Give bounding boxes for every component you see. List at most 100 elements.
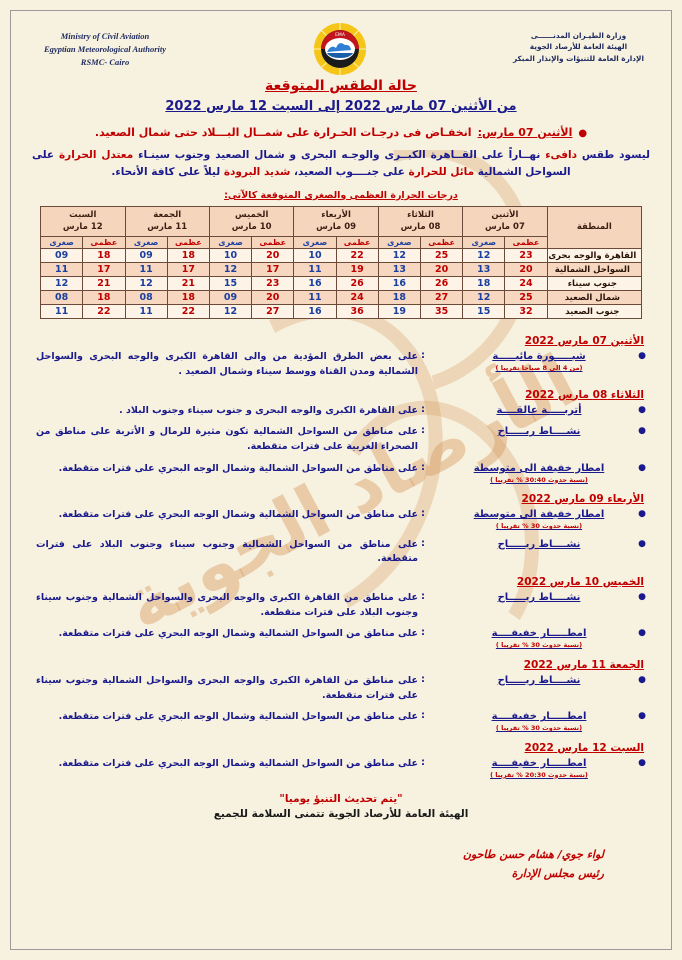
table-cell-max-d2: 22 — [335, 248, 379, 264]
forecast-phenomenon-row: ● شبـــــورة مائيـــــة (من 4 الى 8 صباحا … — [32, 350, 650, 379]
table-header-region: المنطقة — [546, 205, 643, 250]
table-cell-min-d2: 11 — [293, 290, 337, 306]
phenomenon-separator: : — [421, 508, 425, 520]
table-header-day-1: الثلاثاء 08 مارس — [377, 205, 464, 238]
table-header-days: المنطقة الأثنين 07 مارس الثلاثاء 08 مارس الأر… — [40, 205, 643, 250]
table-header-max-0: عظمى — [504, 236, 548, 250]
table-header-max-5: عظمى — [82, 236, 126, 250]
table-cell-max-d5: 17 — [82, 262, 126, 278]
org-ar-line-1: وزارة الطيـران المدنــــــى — [530, 31, 627, 40]
phenomenon-separator: : — [421, 756, 425, 768]
day-date: 11 مارس — [147, 222, 188, 233]
svg-text:EMA: EMA — [335, 32, 346, 38]
forecast-phenomenon-row: ● امطـــــار خفيفــــة (نسبة حدوث 20:30 % … — [32, 757, 650, 779]
table-cell-max-d1: 35 — [419, 304, 464, 320]
footer-organization: الهيئة العامة للأرصاد الجوية تتمنى السلا… — [213, 808, 469, 821]
table-cell-max-d4: 22 — [166, 304, 210, 320]
day-name: الخميس — [234, 209, 269, 220]
temperature-table: المنطقة الأثنين 07 مارس الثلاثاء 08 مارس الأر… — [39, 205, 643, 320]
table-cell-max-d3: 23 — [251, 276, 295, 292]
table-cell-max-d0: 25 — [504, 290, 548, 306]
page-title: حالة الطقس المتوقعة — [265, 78, 417, 94]
day-name: الأثنين — [491, 209, 519, 220]
phenomenon-label: ● نشــــاط ريـــــاح — [497, 426, 646, 438]
bullet-icon: ● — [578, 128, 588, 139]
table-cell-min-d5: 08 — [39, 290, 84, 306]
table-cell-min-d3: 09 — [208, 290, 253, 306]
table-cell-max-d2: 26 — [335, 276, 379, 292]
day-date: 12 مارس — [62, 222, 103, 233]
table-cell-min-d0: 18 — [462, 276, 506, 292]
phenomenon-label: ● امطـــــار خفيفــــة (نسبة حدوث 30 % تقر… — [428, 710, 650, 732]
intro-hot-2: معتدل الحرارة — [58, 149, 134, 161]
table-cell-min-d5: 11 — [39, 304, 84, 320]
organization-english: Ministry of Civil Aviation Egyptian Mete… — [44, 22, 166, 68]
table-caption: درجات الحرارة العظمى والصغرى المتوقعة كا… — [224, 189, 458, 201]
table-cell-min-d0: 12 — [462, 290, 506, 306]
phenomenon-description: على مناطق من القاهرة الكبرى والوجه البحر… — [36, 674, 418, 701]
day-date: 08 مارس — [400, 222, 441, 233]
bullet-icon: ● — [638, 351, 646, 362]
intro-mid-2: على السواحل الشمالية — [32, 149, 571, 179]
table-cell-max-d2: 36 — [335, 304, 379, 320]
forecast-phenomenon-row: ● امطـــــار خفيفــــة (نسبة حدوث 30 % تقر… — [32, 627, 650, 649]
intro-pre: ليسود طقس — [577, 149, 650, 161]
intro-paragraph: ليسود طقس دافىء نهــاراً على القــاهرة ا… — [32, 147, 650, 182]
table-cell-min-d5: 12 — [39, 276, 84, 292]
table-cell-region: القاهرة والوجه بحرى — [546, 248, 643, 264]
bullet-icon: ● — [638, 462, 646, 473]
table-cell-max-d4: 17 — [166, 262, 210, 278]
footer-update-note: "يتم تحديث التنبؤ يوميا" — [279, 793, 403, 806]
org-en-line-2: Egyptian Meteorological Authority — [44, 43, 166, 54]
forecast-day-block-5: السبت 12 مارس 2022 ● امطـــــار خفيفــــة(… — [32, 742, 650, 779]
phenomenon-separator: : — [421, 425, 425, 437]
table-header-min-4: صغرى — [124, 236, 168, 250]
table-cell-min-d3: 12 — [208, 304, 253, 320]
bullet-icon: ● — [638, 592, 646, 603]
phenomenon-label: ● امطـــــار خفيفــــة (نسبة حدوث 30 % تقر… — [428, 627, 650, 649]
phenomenon-label: ● امطار خفيفة الى متوسطة (نسبة حدوث 30 % ت… — [428, 508, 650, 530]
forecast-phenomenon-row: ● أتربـــــة عالقــــة: على القاهرة الكبرى… — [32, 404, 650, 419]
phenomenon-description: على مناطق من السواحل الشمالية وجنوب سينا… — [36, 538, 418, 565]
forecast-day-heading: الأثنين 07 مارس 2022 — [524, 335, 644, 348]
phenomenon-separator: : — [421, 350, 425, 362]
table-row: السواحل الشمالية 20 13 20 13 19 11 17 12 17 11 17 11 — [39, 262, 643, 278]
org-en-line-3: RSMC- Cairo — [80, 56, 130, 67]
phenomenon-probability-note: (نسبة حدوث 20:30 % تقريبا ) — [490, 770, 588, 779]
table-cell-min-d1: 16 — [377, 276, 421, 292]
forecast-day-heading: الثلاثاء 08 مارس 2022 — [525, 388, 644, 401]
bullet-icon: ● — [638, 674, 646, 685]
forecast-day-block-4: الجمعة 11 مارس 2022 ● نشــــاط ريـــــاح: ع… — [32, 659, 650, 733]
table-cell-min-d4: 11 — [124, 304, 168, 320]
day-name: الثلاثاء — [407, 209, 434, 220]
phenomenon-probability-note: (نسبة حدوث 30:40 % تقريبا ) — [490, 475, 588, 484]
forecast-phenomenon-row: ● امطار خفيفة الى متوسطة (نسبة حدوث 30:40 … — [32, 462, 650, 484]
day-name: السبت — [69, 209, 97, 220]
table-header-max-4: عظمى — [166, 236, 210, 250]
forecast-phenomenon-row: ● نشــــاط ريـــــاح: على مناطق من السواحل… — [32, 538, 650, 567]
table-cell-max-d2: 19 — [335, 262, 379, 278]
phenomenon-description: على مناطق من السواحل الشمالية وشمال الوج… — [58, 757, 418, 769]
table-row: جنوب الصعيد 32 15 35 19 36 16 27 12 22 11 22 11 — [39, 304, 643, 320]
org-ar-line-2: الهيئة العامة للأرصاد الجوية — [529, 42, 628, 52]
table-row: جنوب سيناء 24 18 26 16 26 16 23 15 21 12 21 12 — [39, 276, 643, 292]
forecast-phenomenon-row: ● نشــــاط ريـــــاح: على مناطق من السواحل… — [32, 425, 650, 454]
date-range-subtitle: من الأثنين 07 مارس 2022 إلى السبت 12 مار… — [165, 99, 517, 114]
phenomenon-separator: : — [421, 403, 425, 415]
forecast-day-heading: السبت 12 مارس 2022 — [524, 741, 644, 754]
table-row: القاهرة والوجه بحرى 23 12 25 12 22 10 20 10 18 09 1… — [39, 248, 643, 264]
phenomenon-description: على مناطق من القاهرة الكبرى والوجه البحر… — [36, 592, 418, 618]
phenomenon-description: على مناطق من السواحل الشمالية تكون مثيرة… — [36, 426, 418, 452]
table-cell-min-d0: 12 — [462, 248, 506, 264]
egyptian-meteorological-authority-logo: EMA — [313, 22, 367, 76]
phenomenon-description: على القاهرة الكبرى والوجه البحرى و جنوب … — [119, 404, 418, 416]
table-cell-min-d1: 13 — [377, 262, 421, 278]
forecast-day-heading: الأربعاء 09 مارس 2022 — [521, 493, 644, 506]
table-cell-min-d5: 11 — [39, 262, 84, 278]
bullet-icon: ● — [638, 711, 646, 722]
intro-mid-1: نهــاراً على القــاهرة الكبــرى والوجـه … — [133, 149, 546, 161]
table-cell-region: جنوب الصعيد — [546, 304, 643, 320]
phenomenon-probability-note: (نسبة حدوث 30 % تقريبا ) — [495, 522, 583, 531]
phenomenon-separator: : — [421, 461, 425, 473]
